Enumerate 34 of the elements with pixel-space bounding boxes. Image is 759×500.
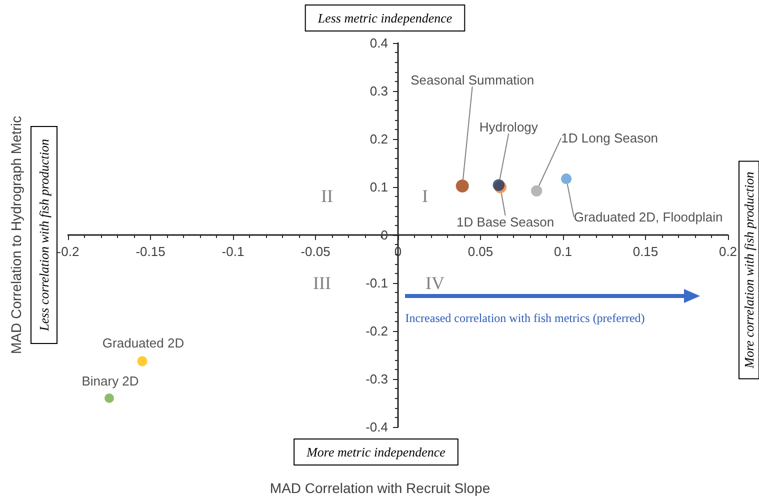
text: 1D Base Season <box>456 214 554 230</box>
x-tick-label: -0.15 <box>136 244 166 259</box>
text: Hydrology <box>479 120 538 135</box>
text: More correlation with fish production <box>742 172 756 370</box>
y-tick-label: -0.4 <box>366 420 388 434</box>
x-tick-label: -0.1 <box>222 244 244 259</box>
y-tick-label: 0.4 <box>370 36 388 50</box>
series-label: Binary 2D <box>82 374 139 389</box>
text: Graduated 2D, Floodplain <box>574 209 723 224</box>
y-tick-label: -0.3 <box>366 372 388 386</box>
y-axis-title: MAD Correlation to Hydrograph Metric <box>8 116 24 354</box>
text: Less metric independence <box>316 10 452 26</box>
y-tick-label: -0.2 <box>366 324 388 338</box>
text: 1D Long Season <box>561 130 658 146</box>
x-tick-label: 0.15 <box>632 244 658 259</box>
x-tick-label: 0.1 <box>554 244 572 259</box>
series-label: Graduated 2D <box>102 336 184 351</box>
x-tick-label: 0.2 <box>718 244 738 259</box>
text: Seasonal Summation <box>410 72 534 88</box>
y-tick-label: 0.1 <box>370 180 388 194</box>
x-tick-label: -0.2 <box>56 244 80 259</box>
y-tick-label: 0.2 <box>370 132 388 146</box>
annotation: Increased correlation with fish metrics (preferred) <box>405 311 645 325</box>
y-tick-label: -0.1 <box>366 276 388 290</box>
annotation: III <box>313 273 331 293</box>
y-tick-label: 0.3 <box>370 84 388 98</box>
x-axis-title: MAD Correlation with Recruit Slope <box>270 480 490 496</box>
annotation: II <box>321 186 333 206</box>
x-tick-label: 0.05 <box>468 244 494 259</box>
text: More metric independence <box>306 444 446 460</box>
annotation: IV <box>426 273 444 293</box>
text: Less correlation with fish production <box>36 139 52 332</box>
annotation: I <box>422 186 428 206</box>
x-tick-label: -0.05 <box>300 244 330 259</box>
